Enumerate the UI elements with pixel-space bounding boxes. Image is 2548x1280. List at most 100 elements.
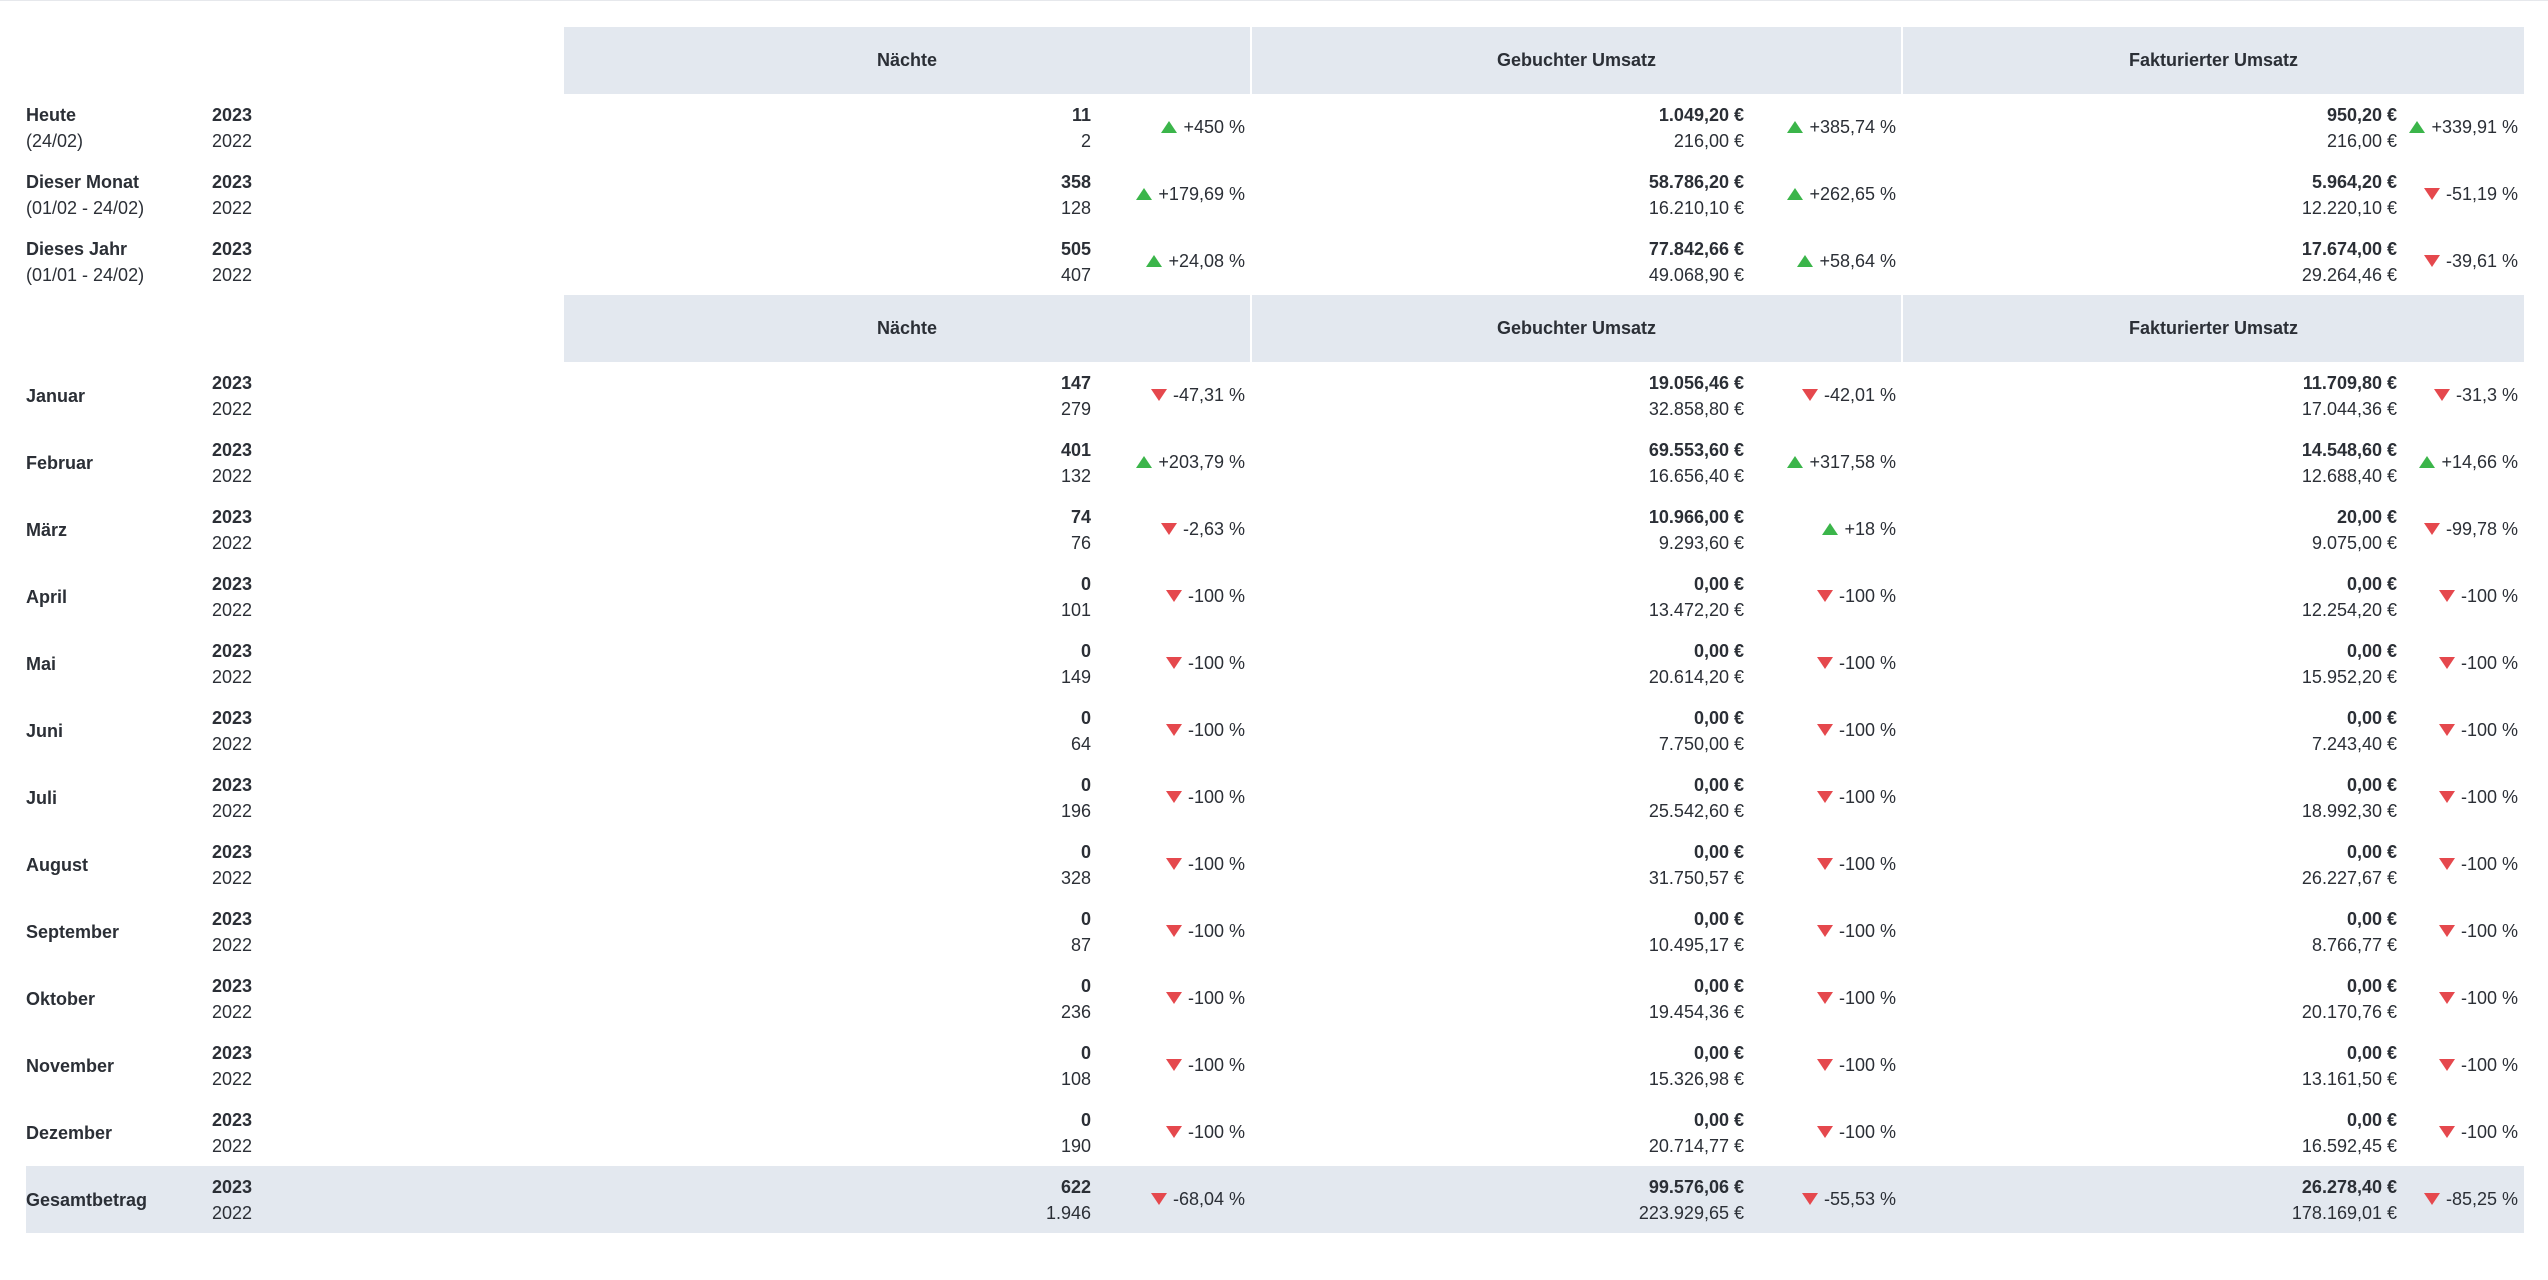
invoiced-change: -85,25 % [2397,1166,2525,1233]
arrow-down-icon [2438,925,2455,938]
row-label: Juli [26,764,212,831]
row-label-text: Oktober [26,988,96,1009]
nights-value-previous: 196 [1060,800,1091,821]
booked-change: -100 % [1744,898,1902,965]
year-cell: 2023 2022 [212,228,564,295]
year-previous: 2022 [212,398,253,419]
booked-value-cell: 0,00 € 7.750,00 € [1251,697,1744,764]
arrow-up-icon [1136,456,1153,469]
invoiced-value-cell: 0,00 € 20.170,76 € [1902,965,2397,1032]
booked-value-cell: 0,00 € 10.495,17 € [1251,898,1744,965]
invoiced-value-previous: 15.952,20 € [2301,666,2398,687]
arrow-down-icon [2438,1059,2455,1072]
invoiced-change-percent: -51,19 % [2445,184,2519,204]
booked-change-percent: -100 % [1838,854,1897,874]
nights-value-current: 0 [1080,640,1091,661]
arrow-down-icon [1816,590,1833,603]
row-label-text: Dieses Jahr [26,238,128,259]
month-row: Dezember 2023 2022 0 190 -100 % 0,00 €20.714,7… [26,1099,2524,1166]
year-current: 2023 [212,707,253,728]
nights-change-percent: -47,31 % [1172,385,1245,405]
invoiced-value-cell: 0,00 € 15.952,20 € [1902,630,2397,697]
booked-change-percent: -100 % [1838,1122,1897,1142]
nights-change-percent: -100 % [1187,921,1245,941]
nights-value-current: 0 [1080,841,1091,862]
month-row: August 2023 2022 0 328 -100 % 0,00 €31.750,57 … [26,831,2524,898]
column-header-row: Nächte Gebuchter Umsatz Fakturierter Umsat… [26,295,2525,362]
arrow-down-icon [1165,657,1182,670]
year-previous: 2022 [212,800,253,821]
statistics-report: Nächte Gebuchter Umsatz Fakturierter Umsat… [26,27,2525,1233]
invoiced-change-percent: -100 % [2460,787,2519,807]
month-row: Juli 2023 2022 0 196 -100 % 0,00 €25.542,60 € -… [26,764,2524,831]
booked-change: +317,58 % [1744,429,1902,496]
row-label: April [26,563,212,630]
nights-value-current: 11 [1071,104,1091,125]
arrow-down-icon [1801,389,1818,402]
summary-row: Dieser Monat (01/02 - 24/02) 2023 2022 358 12… [26,161,2524,228]
nights-value-previous: 407 [1060,264,1091,285]
nights-value-cell: 0 149 [564,630,1091,697]
nights-value-cell: 358 128 [564,161,1091,228]
year-previous: 2022 [212,197,253,218]
booked-change-percent: -100 % [1838,988,1897,1008]
booked-value-cell: 69.553,60 € 16.656,40 € [1251,429,1744,496]
arrow-down-icon [1816,1059,1833,1072]
year-previous: 2022 [212,532,253,553]
booked-value-cell: 0,00 € 25.542,60 € [1251,764,1744,831]
invoiced-value-cell: 0,00 € 16.592,45 € [1902,1099,2397,1166]
booked-change-percent: -100 % [1838,586,1897,606]
invoiced-value-cell: 17.674,00 € 29.264,46 € [1902,228,2397,295]
year-cell: 2023 2022 [212,630,564,697]
month-row: Juni 2023 2022 0 64 -100 % 0,00 €7.750,00 € -10… [26,697,2524,764]
invoiced-value-previous: 16.592,45 € [2301,1135,2398,1156]
nights-value-cell: 0 328 [564,831,1091,898]
summary-row: Dieses Jahr (01/01 - 24/02) 2023 2022 505 407… [26,228,2524,295]
row-label: Mai [26,630,212,697]
month-row: September 2023 2022 0 87 -100 % 0,00 €10.495,1… [26,898,2524,965]
invoiced-value-current: 0,00 € [2346,841,2398,862]
invoiced-change-percent: -100 % [2460,854,2519,874]
booked-value-previous: 32.858,80 € [1648,398,1744,419]
year-current: 2023 [212,573,253,594]
arrow-down-icon [1150,389,1167,402]
invoiced-change: -100 % [2397,697,2524,764]
arrow-down-icon [2438,590,2455,603]
booked-change: +58,64 % [1744,228,1902,295]
nights-value-cell: 0 64 [564,697,1091,764]
nights-change-percent: +24,08 % [1168,251,1245,271]
invoiced-value-previous: 17.044,36 € [2301,398,2398,419]
nights-value-cell: 0 236 [564,965,1091,1032]
row-label: Januar [26,362,212,429]
year-cell: 2023 2022 [212,496,564,563]
arrow-up-icon [1136,188,1153,201]
year-current: 2023 [212,171,253,192]
invoiced-value-cell: 0,00 € 7.243,40 € [1902,697,2397,764]
booked-value-previous: 20.614,20 € [1648,666,1744,687]
nights-value-cell: 11 2 [564,94,1091,161]
row-label-text: Januar [26,385,86,406]
invoiced-value-current: 20,00 € [2336,506,2398,527]
nights-value-cell: 0 190 [564,1099,1091,1166]
arrow-down-icon [1801,1193,1818,1206]
nights-value-cell: 401 132 [564,429,1091,496]
booked-change: -100 % [1744,1032,1902,1099]
invoiced-value-previous: 12.688,40 € [2301,465,2398,486]
invoiced-change: -100 % [2397,831,2524,898]
invoiced-change-percent: -99,78 % [2445,519,2519,539]
row-label-text: Heute [26,104,77,125]
invoiced-value-previous: 216,00 € [2326,130,2398,151]
booked-value-current: 1.049,20 € [1658,104,1744,125]
nights-change-percent: +203,79 % [1158,452,1245,472]
statistics-table: Nächte Gebuchter Umsatz Fakturierter Umsat… [26,27,2525,1233]
booked-value-current: 10.966,00 € [1648,506,1744,527]
booked-change-percent: +58,64 % [1819,251,1897,271]
row-label: Dezember [26,1099,212,1166]
year-previous: 2022 [212,1068,253,1089]
year-previous: 2022 [212,264,253,285]
booked-value-previous: 223.929,65 € [1638,1202,1744,1223]
booked-value-current: 99.576,06 € [1648,1176,1744,1197]
booked-value-previous: 16.656,40 € [1648,465,1744,486]
arrow-down-icon [1165,992,1182,1005]
year-current: 2023 [212,1109,253,1130]
